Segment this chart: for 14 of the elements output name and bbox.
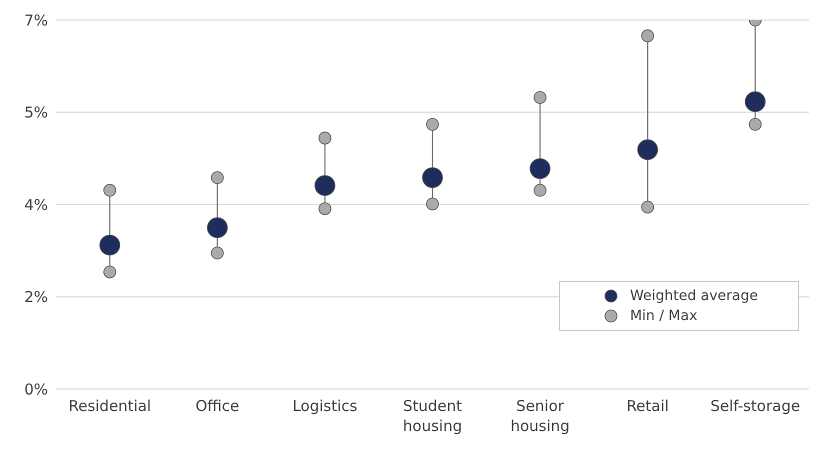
legend-label: Min / Max [630,307,698,326]
y-tick-label: 0% [24,380,48,398]
x-tick-label: Retail [626,397,669,415]
y-tick-label: 2% [24,288,48,306]
legend-label: Weighted average [630,287,758,306]
x-tick-label: Office [195,397,240,415]
y-tick-label: 5% [24,104,48,122]
x-tick-label: Senior housing [510,397,570,435]
x-tick-label: Student housing [402,397,462,435]
x-tick-label: Residential [68,397,152,415]
y-tick-label: 7% [24,11,48,30]
x-tick-label: Self-storage [710,397,800,415]
y-tick-label: 4% [24,196,48,214]
x-tick-label: Logistics [292,397,358,415]
